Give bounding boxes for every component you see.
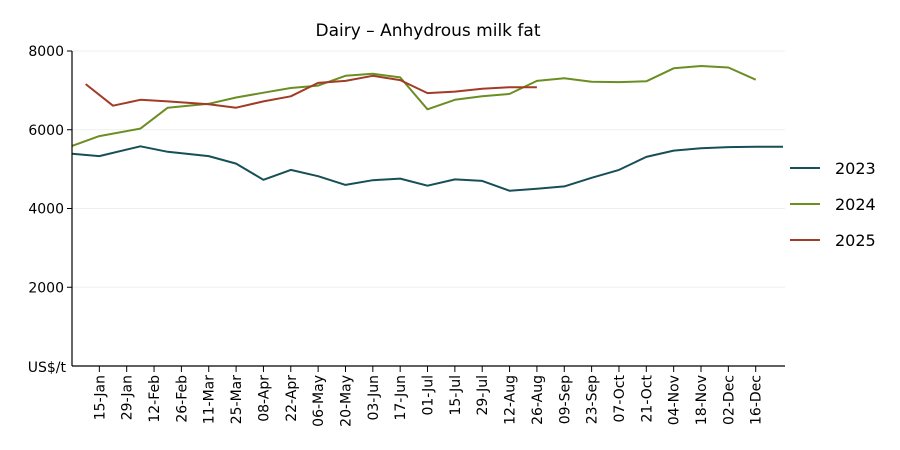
x-tick-label: 07-Oct (612, 374, 628, 422)
series-line-2024 (71, 65, 757, 147)
legend-item-2025: 2025 (790, 222, 876, 258)
x-tick-label: 12-Aug (503, 375, 519, 425)
x-axis-ticks: 15-Jan 29-Jan 12-Feb 26-Feb 11-Mar 25-Mar 08-A… (92, 366, 765, 427)
y-axis-ticks: 2000 4000 6000 8000 (28, 44, 72, 296)
x-tick-label: 18-Nov (694, 375, 710, 425)
x-tick-label: 16-Dec (749, 375, 765, 425)
x-tick-label: 23-Sep (585, 375, 601, 424)
y-tick-label: 2000 (28, 280, 64, 296)
legend-label: 2024 (835, 194, 876, 214)
legend-item-2024: 2024 (790, 186, 876, 222)
legend: 2023 2024 2025 (790, 150, 876, 258)
x-tick-label: 22-Apr (284, 375, 300, 422)
x-tick-label: 12-Feb (147, 375, 163, 423)
x-tick-label: 29-Jan (120, 375, 136, 420)
y-tick-label: 6000 (28, 123, 64, 139)
series-line-2025 (85, 74, 537, 109)
x-tick-label: 03-Jun (366, 375, 382, 421)
chart-title: Dairy – Anhydrous milk fat (316, 21, 541, 41)
axes (71, 51, 785, 367)
x-tick-label: 26-Aug (530, 375, 546, 425)
y-tick-label: 8000 (28, 44, 64, 60)
x-tick-label: 17-Jun (393, 375, 409, 421)
legend-swatch (790, 239, 820, 241)
gridlines (72, 50, 785, 288)
y-tick-label: 4000 (28, 202, 64, 218)
x-tick-label: 15-Jan (92, 375, 108, 420)
x-tick-label: 06-May (311, 375, 327, 427)
y-axis-label: US$/t (28, 360, 67, 376)
x-tick-label: 01-Jul (421, 375, 437, 416)
legend-label: 2025 (835, 230, 876, 250)
x-tick-label: 11-Mar (202, 375, 218, 425)
x-tick-label: 04-Nov (667, 375, 683, 425)
x-tick-label: 21-Oct (639, 374, 655, 422)
legend-swatch (790, 203, 820, 205)
legend-swatch (790, 167, 820, 169)
series-lines (71, 65, 783, 192)
x-tick-label: 15-Jul (448, 375, 464, 416)
x-tick-label: 08-Apr (256, 375, 272, 422)
x-tick-label: 25-Mar (229, 375, 245, 425)
legend-label: 2023 (835, 158, 876, 178)
x-tick-label: 20-May (338, 375, 354, 427)
legend-item-2023: 2023 (790, 150, 876, 186)
series-line-2023 (71, 145, 783, 192)
x-tick-label: 26-Feb (174, 375, 190, 423)
x-tick-label: 09-Sep (557, 375, 573, 424)
x-tick-label: 29-Jul (475, 375, 491, 416)
x-tick-label: 02-Dec (721, 375, 737, 425)
